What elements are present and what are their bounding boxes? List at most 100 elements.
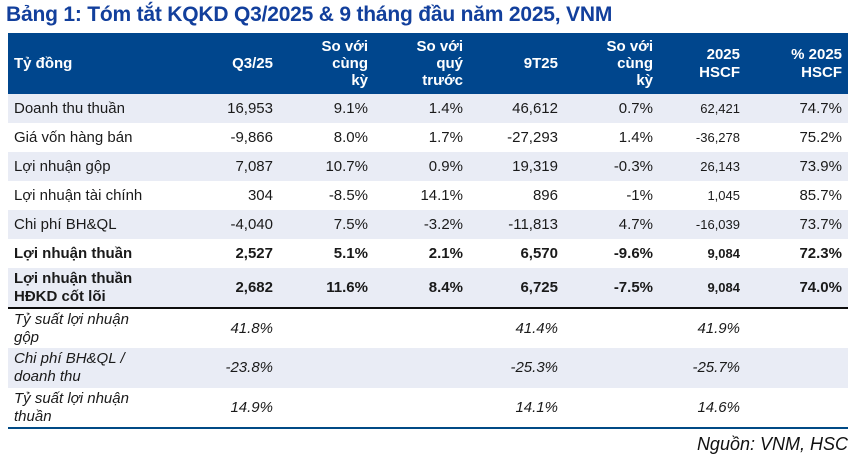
cell: 41.8% xyxy=(180,307,279,349)
cell: 74.0% xyxy=(799,278,842,296)
cell xyxy=(279,388,374,428)
cell xyxy=(374,388,469,428)
cell: -9.6% xyxy=(613,244,653,262)
cell: 6,570 xyxy=(520,244,558,262)
cell: 2,527 xyxy=(235,244,273,262)
cell: 0.9% xyxy=(428,157,463,175)
column-header-qoq: So với quý trước xyxy=(374,33,469,95)
cell: 896 xyxy=(532,186,558,204)
cell: -36,278 xyxy=(695,129,740,145)
table-row: Lợi nhuận tài chính 304 -8.5% 14.1% 896 -1% 1,… xyxy=(8,181,848,210)
cell: 11.6% xyxy=(326,278,368,296)
table-row: Doanh thu thuần 16,953 9.1% 1.4% 46,612 0.7% 6… xyxy=(8,94,848,124)
table-body: Doanh thu thuần 16,953 9.1% 1.4% 46,612 0.7% 6… xyxy=(8,94,848,428)
row-label: Lợi nhuận thuần HĐKD cốt lõi xyxy=(14,269,133,305)
cell: -3.2% xyxy=(423,215,463,233)
column-header-pct-2025-hscf: % 2025 HSCF xyxy=(746,33,848,95)
row-label: Tỷ suất lợi nhuận thuần xyxy=(14,389,129,425)
row-label: Lợi nhuận tài chính xyxy=(14,186,143,204)
cell: 9.1% xyxy=(333,99,368,117)
cell: -16,039 xyxy=(695,216,740,232)
column-header-q325: Q3/25 xyxy=(180,33,279,95)
table-row: Tỷ suất lợi nhuận gộp 41.8% 41.4% 41.9% xyxy=(8,307,848,349)
source-note: Nguồn: VNM, HSC xyxy=(696,434,848,455)
cell: 2,682 xyxy=(235,278,273,296)
cell: 14.1% xyxy=(515,398,558,416)
cell: 4.7% xyxy=(618,215,653,233)
row-label: Tỷ suất lợi nhuận gộp xyxy=(8,307,180,349)
row-label: Doanh thu thuần xyxy=(14,99,125,117)
header-row: Tỷ đồng Q3/25 So với cùng kỳ So với quý … xyxy=(8,33,848,95)
cell: 1.7% xyxy=(428,128,463,146)
row-label: Chi phí BH&QL xyxy=(14,215,117,233)
cell: 74.7% xyxy=(799,99,842,117)
page-title: Bảng 1: Tóm tắt KQKD Q3/2025 & 9 tháng đ… xyxy=(6,3,613,26)
cell: 16,953 xyxy=(227,99,273,117)
cell: 14.9% xyxy=(230,398,273,416)
cell: 6,725 xyxy=(520,278,558,296)
cell xyxy=(746,348,848,388)
cell: 9,084 xyxy=(707,245,740,261)
cell: 26,143 xyxy=(700,158,740,174)
cell: 10.7% xyxy=(325,157,368,175)
column-header-unit: Tỷ đồng xyxy=(8,33,180,95)
cell: 19,319 xyxy=(512,157,558,175)
row-label: Lợi nhuận gộp xyxy=(14,157,111,175)
cell: 62,421 xyxy=(700,100,740,116)
table-row: Tỷ suất lợi nhuận thuần 14.9% 14.1% 14.6% xyxy=(8,388,848,428)
cell: 14.1% xyxy=(420,186,463,204)
cell xyxy=(564,307,659,349)
cell: -8.5% xyxy=(328,186,368,204)
cell xyxy=(279,348,374,388)
cell: -25.3% xyxy=(510,359,558,377)
cell: 9,084 xyxy=(707,279,740,295)
cell: 1,045 xyxy=(707,187,740,203)
column-header-yoy-9t: So với cùng kỳ xyxy=(564,33,659,95)
cell: 85.7% xyxy=(799,186,842,204)
cell xyxy=(564,388,659,428)
cell: -27,293 xyxy=(507,128,558,146)
cell: 304 xyxy=(247,186,273,204)
table-row: Chi phí BH&QL -4,040 7.5% -3.2% -11,813 4.7% -… xyxy=(8,210,848,240)
column-header-yoy-q: So với cùng kỳ xyxy=(279,33,374,95)
results-table: Tỷ đồng Q3/25 So với cùng kỳ So với quý … xyxy=(8,33,848,430)
cell: 2.1% xyxy=(428,244,463,262)
cell xyxy=(746,307,848,349)
cell: -7.5% xyxy=(613,278,653,296)
column-header-9t25: 9T25 xyxy=(469,33,564,95)
cell: 1.4% xyxy=(428,99,463,117)
table-row: Lợi nhuận gộp 7,087 10.7% 0.9% 19,319 -0.3% 26… xyxy=(8,152,848,182)
cell: -23.8% xyxy=(225,359,273,377)
cell: 72.3% xyxy=(799,244,842,262)
cell: 0.7% xyxy=(618,99,653,117)
cell: -4,040 xyxy=(230,215,273,233)
cell: -25.7% xyxy=(692,359,740,377)
row-label: Giá vốn hàng bán xyxy=(14,128,133,146)
table-row: Lợi nhuận thuần HĐKD cốt lõi 2,682 11.6% 8.… xyxy=(8,268,848,309)
table-row: Lợi nhuận thuần 2,527 5.1% 2.1% 6,570 -9.6% 9,… xyxy=(8,239,848,268)
column-header-2025-hscf: 2025 HSCF xyxy=(659,33,746,95)
cell: 7.5% xyxy=(333,215,368,233)
cell: 7,087 xyxy=(235,157,273,175)
cell: 41.4% xyxy=(469,307,564,349)
cell: 75.2% xyxy=(799,128,842,146)
cell xyxy=(746,388,848,428)
cell: 73.7% xyxy=(799,215,842,233)
row-label: Lợi nhuận thuần xyxy=(14,244,133,262)
cell xyxy=(374,348,469,388)
cell: 73.9% xyxy=(799,157,842,175)
row-label: Chi phí BH&QL / doanh thu xyxy=(14,350,125,386)
cell: 41.9% xyxy=(659,307,746,349)
cell: 8.0% xyxy=(333,128,368,146)
cell xyxy=(374,307,469,349)
cell: -0.3% xyxy=(613,157,653,175)
table-row: Giá vốn hàng bán -9,866 8.0% 1.7% -27,293 1.4… xyxy=(8,123,848,152)
table-header: Tỷ đồng Q3/25 So với cùng kỳ So với quý … xyxy=(8,33,848,95)
cell xyxy=(279,307,374,349)
cell: -9,866 xyxy=(230,128,273,146)
cell: 5.1% xyxy=(333,244,368,262)
cell: 1.4% xyxy=(618,128,653,146)
cell: 8.4% xyxy=(428,278,463,296)
cell: 46,612 xyxy=(512,99,558,117)
cell: 14.6% xyxy=(697,398,740,416)
